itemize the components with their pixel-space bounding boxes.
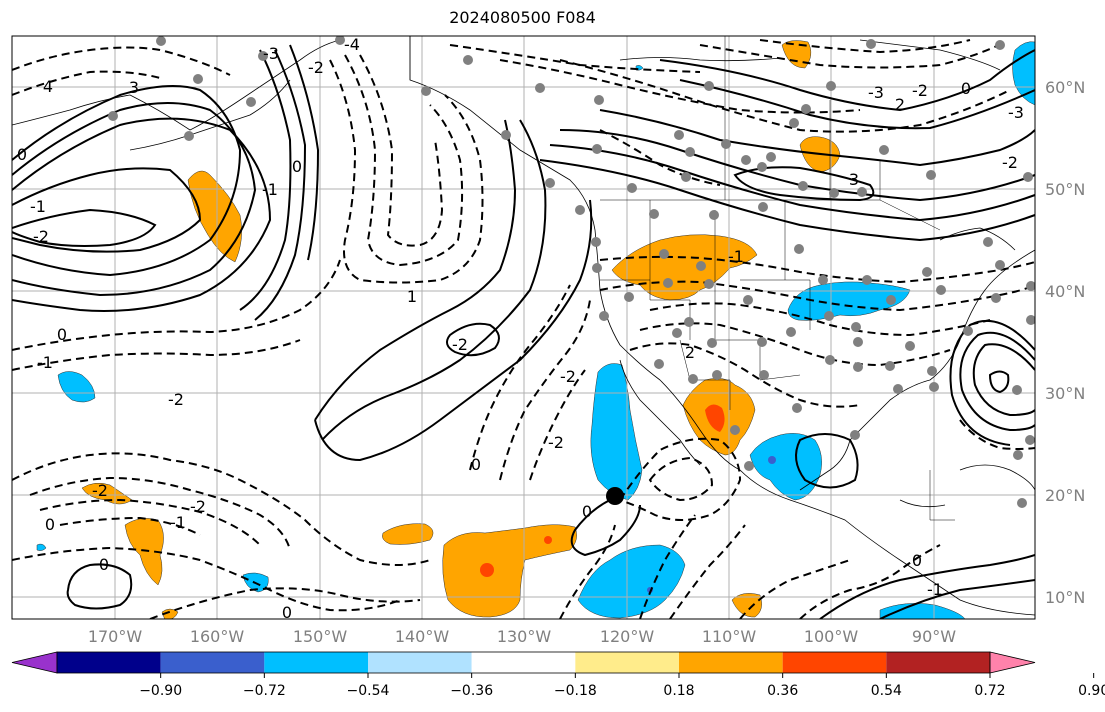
contour-label: 3 <box>129 78 139 97</box>
colorbar-extend-high <box>989 651 1036 674</box>
contour-label: -2 <box>190 497 206 516</box>
latitude-labels: 60°N 50°N 40°N 30°N 20°N 10°N <box>1045 78 1085 607</box>
shaded-positive-areas <box>81 40 841 619</box>
colorbar-tick-label: 0.72 <box>974 683 1005 699</box>
contour-label: -3 <box>263 44 279 63</box>
contour-label: -2 <box>912 81 928 100</box>
colorbar-tick-label: 0.18 <box>663 683 694 699</box>
contour-label: 2 <box>685 343 695 362</box>
colorbar-tick-label: 0.90 <box>1078 683 1105 699</box>
contour-label: 4 <box>43 77 53 96</box>
lon-label: 120°W <box>600 627 655 646</box>
highlight-marker <box>606 487 624 505</box>
colorbar-segment <box>471 652 576 673</box>
contour-label: 0 <box>961 79 971 98</box>
contour-label: 0 <box>292 157 302 176</box>
graticule <box>12 36 1035 619</box>
contour-label: -1 <box>728 247 744 266</box>
lon-label: 90°W <box>912 627 956 646</box>
contour-label: -2 <box>548 433 564 452</box>
lon-label: 100°W <box>804 627 859 646</box>
lon-label: 170°W <box>88 627 143 646</box>
colorbar-outline <box>56 651 991 674</box>
coastlines <box>12 36 1035 616</box>
contour-label: 0 <box>912 551 922 570</box>
lon-label: 150°W <box>293 627 348 646</box>
shaded-strong-positive-areas <box>480 404 725 577</box>
colorbar-segment <box>575 652 679 673</box>
colorbar-tick-label: −0.54 <box>347 683 390 699</box>
lat-label: 50°N <box>1045 180 1085 199</box>
lon-label: 110°W <box>702 627 757 646</box>
colorbar-segment <box>782 652 887 673</box>
contour-label: 2 <box>895 95 905 114</box>
contour-labels: 4 3 -4 -3 -2 0 -1 -2 0 -1 1 -2 -1 0 -2 0… <box>17 35 1024 622</box>
colorbar-segment <box>679 652 783 673</box>
page-title: 2024080500 F084 <box>449 8 596 27</box>
lon-label: 160°W <box>190 627 245 646</box>
colorbar-ticks: −0.90 −0.72 −0.54 −0.36 −0.18 0.18 0.36 0.54 0.7… <box>139 673 1105 699</box>
contour-label: -2 <box>1002 153 1018 172</box>
colorbar-segment <box>368 652 472 673</box>
contour-label: 0 <box>17 145 27 164</box>
contour-label: 1 <box>407 287 417 306</box>
lat-label: 10°N <box>1045 588 1085 607</box>
lon-label: 130°W <box>497 627 552 646</box>
contour-label: 0 <box>471 455 481 474</box>
contour-label: -3 <box>868 83 884 102</box>
colorbar-tick-label: −0.36 <box>450 683 493 699</box>
contour-label: -1 <box>30 197 46 216</box>
lat-label: 60°N <box>1045 78 1085 97</box>
colorbar-segment <box>57 652 161 673</box>
colorbar-tick-label: 0.54 <box>871 683 902 699</box>
contour-label: -1 <box>37 353 53 372</box>
contour-label: -2 <box>33 227 49 246</box>
colorbar-tick-label: −0.18 <box>554 683 597 699</box>
contour-label: -1 <box>262 180 278 199</box>
contour-label: -4 <box>344 35 360 54</box>
longitude-labels: 170°W 160°W 150°W 140°W 130°W 120°W 110°… <box>88 627 956 646</box>
shaded-negative-areas <box>36 41 1035 619</box>
colorbar-tick-label: −0.90 <box>139 683 182 699</box>
lat-label: 20°N <box>1045 486 1085 505</box>
contour-label: 0 <box>57 325 67 344</box>
contour-label: 0 <box>99 555 109 574</box>
colorbar-extend-low <box>11 651 58 674</box>
contour-label: 0 <box>45 515 55 534</box>
contour-label: -2 <box>560 367 576 386</box>
contour-label: -2 <box>308 58 324 77</box>
colorbar-segment <box>886 652 990 673</box>
contour-label: 3 <box>849 170 859 189</box>
contour-label: -3 <box>1008 103 1024 122</box>
contour-label: 0 <box>582 502 592 521</box>
lat-label: 40°N <box>1045 282 1085 301</box>
lon-label: 140°W <box>395 627 450 646</box>
contour-label: -2 <box>168 390 184 409</box>
map-frame <box>11 35 1036 620</box>
contour-label: -2 <box>452 335 468 354</box>
dashed-contours <box>12 39 1035 619</box>
colorbar-segment <box>264 652 368 673</box>
station-markers <box>108 36 1035 508</box>
contour-label: -2 <box>92 481 108 500</box>
lat-label: 30°N <box>1045 384 1085 403</box>
colorbar <box>11 651 1036 674</box>
contour-label: -1 <box>927 580 943 599</box>
colorbar-segment <box>160 652 265 673</box>
contour-label: -1 <box>170 513 186 532</box>
contour-label: 0 <box>282 603 292 622</box>
colorbar-tick-label: 0.36 <box>767 683 798 699</box>
colorbar-tick-label: −0.72 <box>243 683 286 699</box>
